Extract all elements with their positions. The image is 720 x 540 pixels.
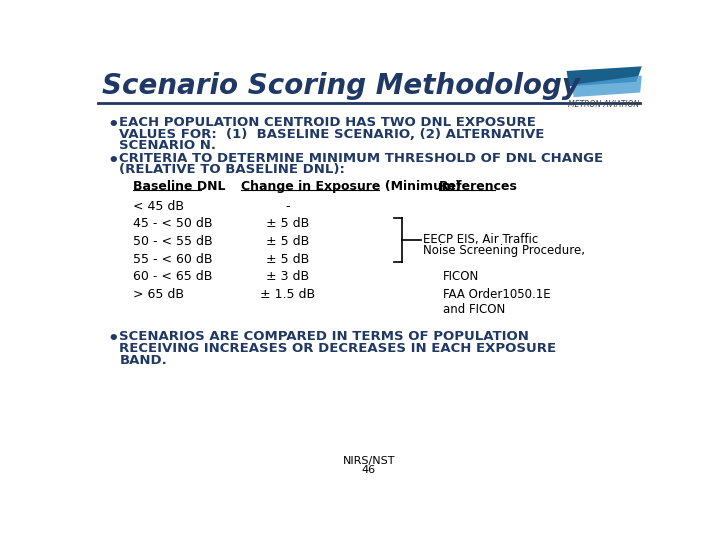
Text: ± 5 dB: ± 5 dB [266,217,310,230]
Text: Baseline DNL: Baseline DNL [132,180,225,193]
Text: ± 5 dB: ± 5 dB [266,235,310,248]
Text: RECEIVING INCREASES OR DECREASES IN EACH EXPOSURE: RECEIVING INCREASES OR DECREASES IN EACH… [120,342,557,355]
Text: SCENARIO N.: SCENARIO N. [120,139,217,152]
Text: (RELATIVE TO BASELINE DNL):: (RELATIVE TO BASELINE DNL): [120,164,346,177]
Text: 55 - < 60 dB: 55 - < 60 dB [132,253,212,266]
Text: ± 5 dB: ± 5 dB [266,253,310,266]
Text: CRITERIA TO DETERMINE MINIMUM THRESHOLD OF DNL CHANGE: CRITERIA TO DETERMINE MINIMUM THRESHOLD … [120,152,603,165]
Text: METRON AVIATION: METRON AVIATION [568,100,639,109]
Text: References: References [438,180,518,193]
Text: EACH POPULATION CENTROID HAS TWO DNL EXPOSURE: EACH POPULATION CENTROID HAS TWO DNL EXP… [120,117,536,130]
Text: SCENARIOS ARE COMPARED IN TERMS OF POPULATION: SCENARIOS ARE COMPARED IN TERMS OF POPUL… [120,330,529,343]
Text: NIRS/NST: NIRS/NST [343,456,395,466]
Text: -: - [285,200,290,213]
Text: •: • [107,152,119,170]
Text: FAA Order1050.1E
and FICON: FAA Order1050.1E and FICON [443,288,550,316]
Text: BAND.: BAND. [120,354,167,367]
Text: Noise Screening Procedure,: Noise Screening Procedure, [423,244,585,257]
Polygon shape [567,66,642,86]
Text: Scenario Scoring Methodology: Scenario Scoring Methodology [102,72,580,100]
Polygon shape [572,76,642,97]
Text: Change in Exposure (Minimum): Change in Exposure (Minimum) [241,180,461,193]
Text: 50 - < 55 dB: 50 - < 55 dB [132,235,212,248]
Text: FICON: FICON [443,271,479,284]
Text: ± 3 dB: ± 3 dB [266,271,309,284]
Text: VALUES FOR:  (1)  BASELINE SCENARIO, (2) ALTERNATIVE: VALUES FOR: (1) BASELINE SCENARIO, (2) A… [120,128,545,141]
Text: EECP EIS, Air Traffic: EECP EIS, Air Traffic [423,233,539,246]
Text: 46: 46 [362,465,376,475]
Text: > 65 dB: > 65 dB [132,288,184,301]
Text: 60 - < 65 dB: 60 - < 65 dB [132,271,212,284]
Text: •: • [107,330,119,348]
Text: ± 1.5 dB: ± 1.5 dB [260,288,315,301]
Text: •: • [107,117,119,134]
Text: < 45 dB: < 45 dB [132,200,184,213]
Text: 45 - < 50 dB: 45 - < 50 dB [132,217,212,230]
